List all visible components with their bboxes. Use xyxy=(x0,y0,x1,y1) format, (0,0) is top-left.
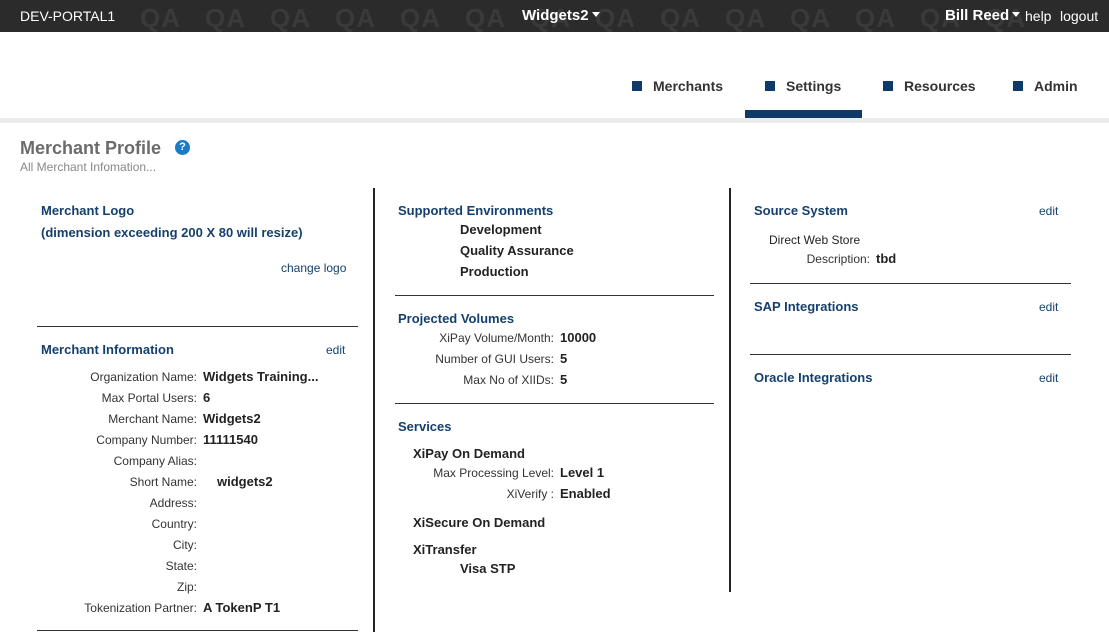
nav-divider xyxy=(0,118,1109,123)
field-label: Merchant Name: xyxy=(108,412,197,426)
section-divider xyxy=(395,403,714,404)
field-value: A TokenP T1 xyxy=(203,600,281,615)
caret-down-icon xyxy=(1012,11,1021,17)
field-label: City: xyxy=(173,538,197,552)
service-item: Visa STP xyxy=(460,561,516,576)
services-title: Services xyxy=(398,419,452,434)
field-label: Company Alias: xyxy=(113,454,197,468)
section-divider xyxy=(750,354,1071,355)
field-value: tbd xyxy=(876,251,897,266)
nav-merchants[interactable]: Merchants xyxy=(632,70,723,118)
merchant-logo-title: Merchant Logo xyxy=(41,203,135,218)
nav-square-icon xyxy=(1013,81,1023,91)
field-label: Max No of XIIDs: xyxy=(463,373,554,387)
nav-settings[interactable]: Settings xyxy=(765,70,841,118)
field-label: Zip: xyxy=(176,580,197,594)
field-label: XiPay Volume/Month: xyxy=(439,331,554,345)
app-selector[interactable]: Widgets2 xyxy=(522,7,600,24)
field-value: Widgets2 xyxy=(203,411,261,426)
change-logo-link[interactable]: change logo xyxy=(281,261,347,275)
active-tab-indicator xyxy=(745,110,862,118)
qa-watermark: QA QA QA QA QA QA QA QA QA QA QA QA QA QA xyxy=(140,3,1026,32)
nav-resources[interactable]: Resources xyxy=(883,70,976,118)
sap-edit-link[interactable]: edit xyxy=(1039,300,1059,314)
caret-down-icon xyxy=(591,11,600,17)
field-value: Level 1 xyxy=(560,465,605,480)
help-icon[interactable]: ? xyxy=(175,140,190,155)
section-divider xyxy=(750,283,1071,284)
service-name: XiTransfer xyxy=(413,542,477,557)
environment-item: Development xyxy=(460,222,542,237)
field-label: Country: xyxy=(151,517,197,531)
environment-item: Quality Assurance xyxy=(460,243,574,258)
nav-settings-label: Settings xyxy=(786,78,842,94)
field-label: Tokenization Partner: xyxy=(84,601,197,615)
field-label: XiVerify : xyxy=(506,487,554,501)
help-link[interactable]: help xyxy=(1025,8,1052,24)
source-system-edit-link[interactable]: edit xyxy=(1039,204,1059,218)
supported-environments-title: Supported Environments xyxy=(398,203,554,218)
field-value: 10000 xyxy=(560,330,597,345)
environment-label: DEV-PORTAL1 xyxy=(20,8,116,24)
column-divider-left xyxy=(373,188,375,632)
field-value: 5 xyxy=(560,351,568,366)
field-label: Short Name: xyxy=(129,475,197,489)
oracle-edit-link[interactable]: edit xyxy=(1039,371,1059,385)
field-label: Description: xyxy=(806,252,870,266)
merchant-information-title: Merchant Information xyxy=(41,342,174,357)
logout-link[interactable]: logout xyxy=(1060,8,1099,24)
environment-item: Production xyxy=(460,264,529,279)
section-divider xyxy=(37,326,358,327)
source-system-title: Source System xyxy=(754,203,848,218)
field-value: Widgets Training... xyxy=(203,369,319,384)
user-menu[interactable]: Bill Reed xyxy=(945,7,1021,24)
field-label: Max Portal Users: xyxy=(101,391,197,405)
page-subtitle: All Merchant Infomation... xyxy=(20,160,157,174)
section-divider xyxy=(37,630,358,631)
nav-square-icon xyxy=(632,81,642,91)
nav-merchants-label: Merchants xyxy=(653,78,724,94)
merchant-logo-note: (dimension exceeding 200 X 80 will resiz… xyxy=(41,225,303,240)
user-name: Bill Reed xyxy=(945,7,1010,24)
field-label: Organization Name: xyxy=(90,370,197,384)
field-label: Number of GUI Users: xyxy=(435,352,554,366)
page-title: Merchant Profile xyxy=(20,138,162,158)
field-label: Company Number: xyxy=(96,433,197,447)
service-name: XiSecure On Demand xyxy=(413,515,546,530)
nav-resources-label: Resources xyxy=(904,78,976,94)
field-label: Address: xyxy=(149,496,197,510)
sap-integrations-title: SAP Integrations xyxy=(754,299,859,314)
nav-admin-label: Admin xyxy=(1034,78,1078,94)
field-value: widgets2 xyxy=(217,474,273,489)
section-divider xyxy=(395,295,714,296)
projected-volumes-title: Projected Volumes xyxy=(398,311,515,326)
top-bar: QA QA QA QA QA QA QA QA QA QA QA QA QA QA DEV-PORTAL1… xyxy=(0,0,1109,32)
main-nav: Merchants Settings Resources Admin xyxy=(0,70,1109,120)
nav-square-icon xyxy=(883,81,893,91)
field-value: 11111540 xyxy=(203,432,258,447)
field-label: Max Processing Level: xyxy=(433,466,554,480)
app-name: Widgets2 xyxy=(522,7,589,24)
merchant-info-edit-link[interactable]: edit xyxy=(326,343,346,357)
nav-square-icon xyxy=(765,81,775,91)
field-value: 6 xyxy=(203,390,211,405)
field-label: State: xyxy=(165,559,197,573)
oracle-integrations-title: Oracle Integrations xyxy=(754,370,873,385)
field-value: Enabled xyxy=(560,486,611,501)
field-value: 5 xyxy=(560,372,568,387)
service-name: XiPay On Demand xyxy=(413,446,525,461)
nav-admin[interactable]: Admin xyxy=(1013,70,1078,118)
source-system-name: Direct Web Store xyxy=(769,233,861,247)
column-divider-right xyxy=(729,188,731,592)
